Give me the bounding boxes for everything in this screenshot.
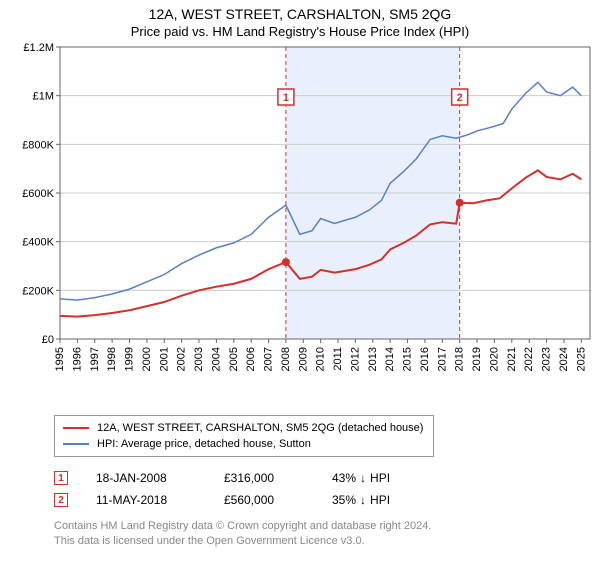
svg-text:2011: 2011 [332,347,344,371]
svg-text:1999: 1999 [124,347,136,371]
sales-row: 1 18-JAN-2008 £316,000 43% ↓ HPI [54,467,600,489]
svg-text:2006: 2006 [245,347,257,371]
svg-text:2: 2 [457,92,463,104]
sale-vs-hpi: 43% ↓ HPI [332,471,442,485]
svg-text:2024: 2024 [558,347,570,371]
svg-text:2007: 2007 [263,347,275,371]
svg-text:£200K: £200K [22,285,54,297]
legend-label: HPI: Average price, detached house, Sutt… [97,438,311,450]
svg-text:1996: 1996 [71,347,83,371]
svg-text:1: 1 [283,92,289,104]
svg-text:2003: 2003 [193,347,205,371]
sales-table: 1 18-JAN-2008 £316,000 43% ↓ HPI 2 11-MAY-201… [54,467,600,511]
down-arrow-icon: ↓ [360,471,366,485]
svg-text:2014: 2014 [384,347,396,371]
svg-text:2018: 2018 [454,347,466,371]
legend-row: HPI: Average price, detached house, Sutt… [63,436,423,452]
svg-text:2020: 2020 [488,347,500,371]
chart-container: £0 £200K £400K £600K £800K £1M £1.2M 1995 1996 19… [0,39,600,407]
svg-text:2016: 2016 [419,347,431,371]
legend-swatch [63,443,89,445]
svg-text:2001: 2001 [158,347,170,371]
legend-row: 12A, WEST STREET, CARSHALTON, SM5 2QG (d… [63,420,423,436]
svg-text:£0: £0 [42,334,54,346]
sale-price: £316,000 [224,471,304,485]
svg-text:2002: 2002 [176,347,188,371]
svg-text:2004: 2004 [210,347,222,371]
svg-text:2005: 2005 [228,347,240,371]
svg-text:2013: 2013 [367,347,379,371]
svg-text:1997: 1997 [89,347,101,371]
sale-marker-icon: 2 [54,493,68,507]
svg-text:2017: 2017 [436,347,448,371]
page-subtitle: Price paid vs. HM Land Registry's House … [0,24,600,39]
sale-marker-icon: 1 [54,471,68,485]
legend-label: 12A, WEST STREET, CARSHALTON, SM5 2QG (d… [97,422,423,434]
svg-text:1998: 1998 [106,347,118,371]
down-arrow-icon: ↓ [360,493,366,507]
svg-text:2015: 2015 [402,347,414,371]
svg-text:2009: 2009 [297,347,309,371]
legend-swatch [63,427,89,429]
svg-text:£1.2M: £1.2M [23,42,54,54]
sale-vs-hpi: 35% ↓ HPI [332,493,442,507]
svg-text:2000: 2000 [141,347,153,371]
svg-text:2008: 2008 [280,347,292,371]
attribution: Contains HM Land Registry data © Crown c… [54,519,600,549]
attribution-line: Contains HM Land Registry data © Crown c… [54,519,600,534]
svg-text:2022: 2022 [523,347,535,371]
svg-text:2019: 2019 [471,347,483,371]
svg-text:2012: 2012 [349,347,361,371]
svg-text:2023: 2023 [541,347,553,371]
svg-text:£800K: £800K [22,139,54,151]
sale-date: 18-JAN-2008 [96,471,196,485]
svg-text:£400K: £400K [22,237,54,249]
svg-text:2010: 2010 [315,347,327,371]
line-chart: £0 £200K £400K £600K £800K £1M £1.2M 1995 1996 19… [0,39,600,407]
svg-text:£1M: £1M [33,91,54,103]
attribution-line: This data is licensed under the Open Gov… [54,534,600,549]
svg-text:1995: 1995 [54,347,66,371]
legend: 12A, WEST STREET, CARSHALTON, SM5 2QG (d… [54,415,434,457]
svg-text:2021: 2021 [506,347,518,371]
svg-text:2025: 2025 [575,347,587,371]
page-title: 12A, WEST STREET, CARSHALTON, SM5 2QG [0,6,600,22]
svg-text:£600K: £600K [22,188,54,200]
sale-price: £560,000 [224,493,304,507]
sales-row: 2 11-MAY-2018 £560,000 35% ↓ HPI [54,489,600,511]
sale-date: 11-MAY-2018 [96,493,196,507]
